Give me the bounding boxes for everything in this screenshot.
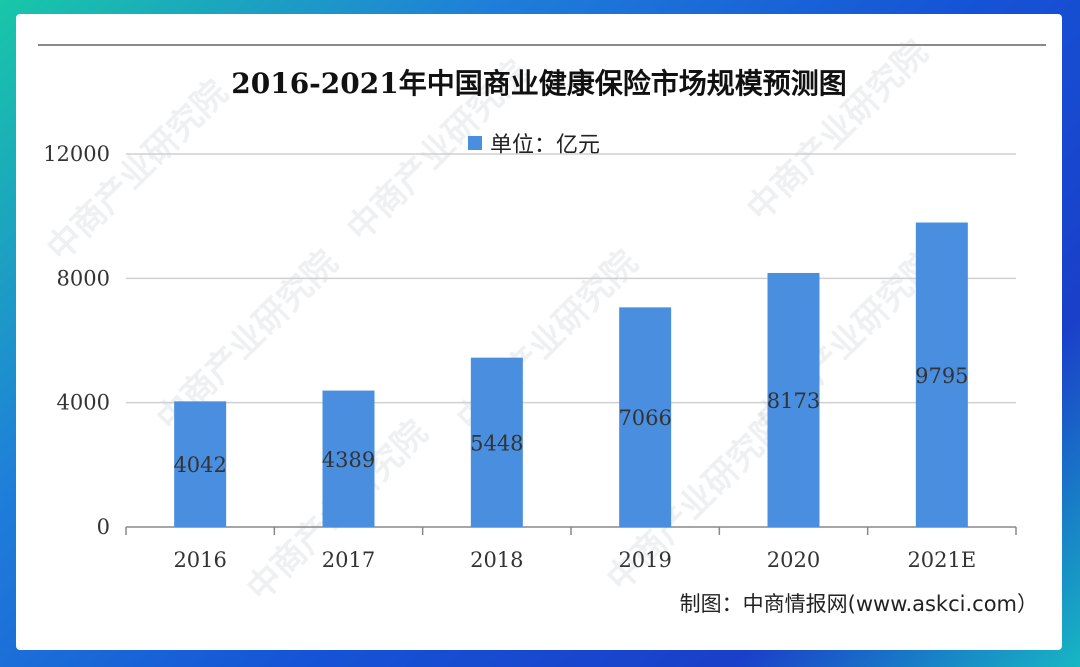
chart-card: 中商产业研究院 中商产业研究院 中商产业研究院 中商产业研究院 中商产业研究院 … — [16, 14, 1062, 650]
bar — [470, 357, 523, 527]
bar — [767, 272, 820, 527]
y-tick-label: 0 — [97, 515, 110, 539]
bar — [619, 307, 672, 527]
legend-swatch — [468, 136, 482, 150]
chart-title: 2016-2021年中国商业健康保险市场规模预测图 — [231, 67, 847, 100]
source-credit: 制图：中商情报网(www.askci.com） — [679, 592, 1038, 616]
y-tick-label: 8000 — [57, 266, 110, 290]
x-tick-label: 2018 — [470, 548, 523, 572]
x-tick-label: 2019 — [618, 548, 671, 572]
x-tick-label: 2016 — [173, 548, 226, 572]
bar — [174, 401, 227, 527]
bar-chart: 0 4000 8000 12000 4042 2016 4389 2017 5448 2018 70… — [43, 142, 1017, 572]
bar-data-label: 9795 — [915, 364, 968, 388]
y-tick-label: 12000 — [43, 142, 110, 166]
x-tick-label: 2021E — [907, 548, 976, 572]
bar-data-label: 7066 — [618, 406, 671, 430]
x-tick-label: 2017 — [322, 548, 375, 572]
bar-data-label: 4389 — [322, 448, 375, 472]
bar-data-label: 4042 — [173, 453, 226, 477]
bar — [322, 390, 375, 527]
y-tick-label: 4000 — [57, 391, 110, 415]
bar-data-label: 5448 — [470, 431, 523, 455]
x-tick-label: 2020 — [767, 548, 820, 572]
bar — [915, 222, 968, 527]
top-divider — [38, 44, 1046, 46]
bar-data-label: 8173 — [767, 389, 820, 413]
